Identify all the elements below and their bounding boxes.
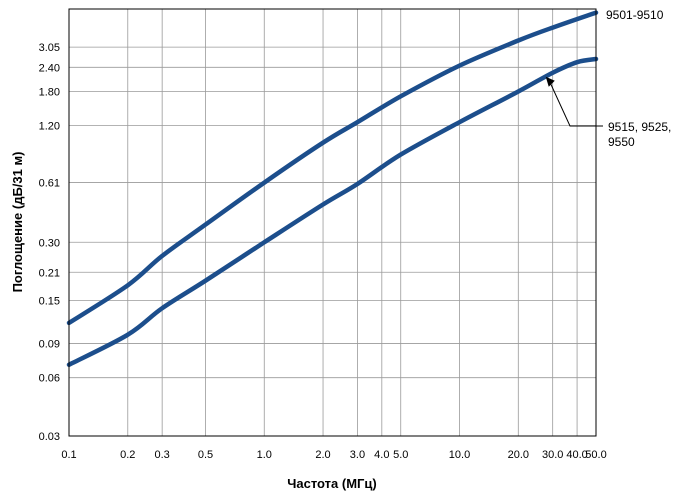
y-tick-label: 0.15 xyxy=(39,296,60,308)
x-tick-label: 30.0 xyxy=(542,449,563,461)
x-tick-label: 20.0 xyxy=(508,449,529,461)
annotation-layer: 9501-9510 9515, 9525, 9550 xyxy=(545,8,671,149)
x-tick-label: 10.0 xyxy=(449,449,470,461)
y-tick-label: 1.20 xyxy=(39,121,60,133)
x-tick-label: 50.0 xyxy=(585,449,606,461)
x-tick-label: 0.3 xyxy=(155,449,170,461)
y-axis-title: Поглощение (дБ/31 м) xyxy=(10,152,25,293)
y-tick-label: 1.80 xyxy=(39,87,60,99)
x-tick-label: 2.0 xyxy=(315,449,330,461)
x-tick-label: 40.0 xyxy=(566,449,587,461)
y-tick-label: 2.40 xyxy=(39,62,60,74)
annotation-arrowhead xyxy=(545,76,555,87)
y-tick-label: 0.21 xyxy=(39,267,60,279)
x-tick-label: 0.5 xyxy=(198,449,213,461)
tick-label-layer: 0.1 0.2 0.3 0.5 1.0 2.0 3.0 4.0 5.0 10.0 20.0 30.0 4… xyxy=(39,42,607,461)
series-label-9501-9510: 9501-9510 xyxy=(606,8,664,22)
annotation-leader-line xyxy=(549,81,603,127)
x-tick-label: 1.0 xyxy=(257,449,272,461)
series-line-2 xyxy=(66,56,599,367)
plot-frame xyxy=(68,8,597,437)
x-tick-label: 0.1 xyxy=(61,449,76,461)
series-line-1 xyxy=(66,10,599,326)
y-tick-label: 0.06 xyxy=(39,373,60,385)
y-tick-label: 0.03 xyxy=(39,431,60,443)
x-tick-label: 3.0 xyxy=(350,449,365,461)
x-tick-label: 4.0 xyxy=(374,449,389,461)
y-tick-label: 0.09 xyxy=(39,339,60,351)
series-label-9515-9525-9550: 9515, 9525, 9550 xyxy=(608,120,671,149)
grid-layer xyxy=(69,9,596,437)
series-layer xyxy=(66,10,599,367)
y-tick-label: 0.30 xyxy=(39,237,60,249)
x-axis-title: Частота (МГц) xyxy=(287,476,376,491)
x-tick-label: 0.2 xyxy=(120,449,135,461)
y-tick-label: 0.61 xyxy=(39,178,60,190)
x-tick-label: 5.0 xyxy=(393,449,408,461)
y-tick-label: 3.05 xyxy=(39,42,60,54)
